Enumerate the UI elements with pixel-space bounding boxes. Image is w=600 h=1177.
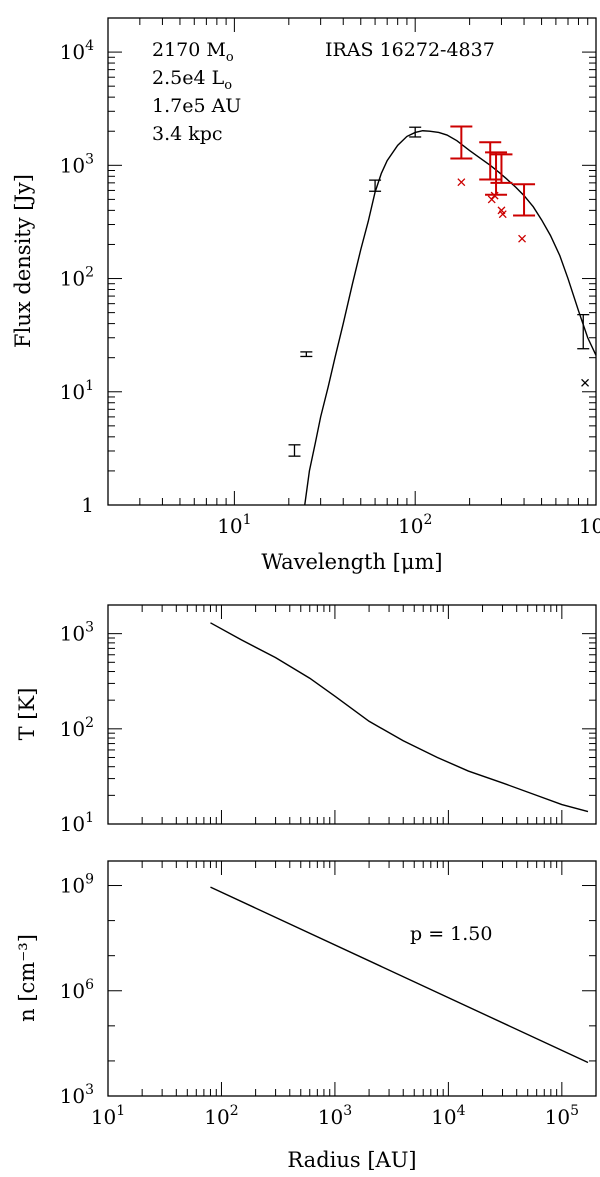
x-tick-label: 102 bbox=[204, 1103, 238, 1129]
y-tick-label: 106 bbox=[60, 977, 94, 1003]
y-tick-label: 102 bbox=[60, 715, 94, 741]
y-tick-label: 103 bbox=[60, 151, 94, 177]
y-tick-label: 101 bbox=[60, 378, 94, 404]
temperature-y-axis-title: T [K] bbox=[15, 688, 39, 741]
cross-marker bbox=[518, 234, 527, 243]
x-tick-label: 105 bbox=[545, 1103, 579, 1129]
temperature-tick-marks bbox=[107, 604, 597, 825]
y-tick-label: 103 bbox=[60, 1082, 94, 1108]
cross-marker bbox=[457, 178, 466, 187]
density-y-tick-labels: 103 106 109 bbox=[60, 872, 94, 1108]
temperature-y-tick-labels: 101 102 103 bbox=[60, 620, 94, 836]
y-tick-label: 101 bbox=[60, 810, 94, 836]
sed-x-tick-labels: 101 102 103 bbox=[217, 512, 600, 538]
cross-stroke bbox=[498, 210, 507, 219]
density-panel: 101 102 103 104 105 103 106 109 p = 1.50 Radiu… bbox=[15, 860, 597, 1172]
y-tick-label: 1 bbox=[81, 493, 94, 517]
param-mass: 2170 Mo bbox=[152, 39, 234, 65]
error-bar bbox=[409, 126, 422, 138]
source-name-label: IRAS 16272-4837 bbox=[325, 39, 495, 61]
cross-stroke bbox=[457, 178, 466, 187]
cross-stroke bbox=[581, 378, 590, 387]
sed-plot-frame bbox=[107, 17, 597, 506]
density-plot-frame bbox=[107, 860, 597, 1097]
param-distance: 3.4 kpc bbox=[152, 123, 223, 145]
sed-data-marks bbox=[288, 125, 590, 457]
error-bar bbox=[513, 183, 536, 217]
error-bar bbox=[450, 125, 473, 160]
sed-y-tick-labels: 1 101 102 103 104 bbox=[60, 38, 94, 517]
error-bar bbox=[300, 351, 313, 358]
error-bar bbox=[490, 153, 513, 184]
temperature-curve bbox=[210, 622, 589, 813]
param-radius: 1.7e5 AU bbox=[152, 95, 241, 117]
x-tick-label: 102 bbox=[398, 512, 432, 538]
x-tick-label: 103 bbox=[318, 1103, 352, 1129]
error-bar bbox=[479, 141, 502, 181]
x-tick-label: 104 bbox=[431, 1103, 465, 1129]
density-x-tick-labels: 101 102 103 104 105 bbox=[91, 1103, 579, 1129]
error-bar bbox=[485, 151, 508, 196]
error-bar bbox=[369, 179, 382, 192]
density-y-axis-title: n [cm⁻³] bbox=[15, 934, 39, 1022]
temperature-panel: 101 102 103 T [K] bbox=[15, 604, 597, 836]
density-tick-marks bbox=[107, 861, 597, 1097]
density-power-index-label: p = 1.50 bbox=[410, 923, 492, 945]
error-bar bbox=[288, 444, 301, 457]
cross-marker bbox=[490, 191, 499, 200]
temperature-plot-frame bbox=[107, 604, 597, 825]
error-bar bbox=[577, 313, 590, 350]
density-curve bbox=[210, 886, 589, 1064]
sed-x-axis-title: Wavelength [μm] bbox=[261, 550, 442, 574]
y-tick-label: 103 bbox=[60, 620, 94, 646]
cross-marker bbox=[581, 378, 590, 387]
cross-marker bbox=[498, 210, 507, 219]
model-parameters: 2170 Mo 2.5e4 Lo 1.7e5 AU 3.4 kpc bbox=[152, 39, 241, 145]
sed-y-axis-title: Flux density [Jy] bbox=[11, 174, 35, 348]
cross-stroke bbox=[497, 206, 506, 215]
cross-stroke bbox=[518, 234, 527, 243]
x-tick-label: 101 bbox=[91, 1103, 125, 1129]
y-tick-label: 109 bbox=[60, 872, 94, 898]
x-tick-label: 101 bbox=[217, 512, 251, 538]
y-tick-label: 104 bbox=[60, 38, 94, 64]
param-luminosity: 2.5e4 Lo bbox=[152, 67, 232, 93]
sed-model-curve bbox=[304, 130, 597, 506]
x-tick-label: 103 bbox=[579, 512, 600, 538]
sed-tick-marks bbox=[107, 17, 597, 506]
cross-stroke bbox=[490, 191, 499, 200]
y-tick-label: 102 bbox=[60, 265, 94, 291]
density-x-axis-title: Radius [AU] bbox=[287, 1148, 416, 1172]
